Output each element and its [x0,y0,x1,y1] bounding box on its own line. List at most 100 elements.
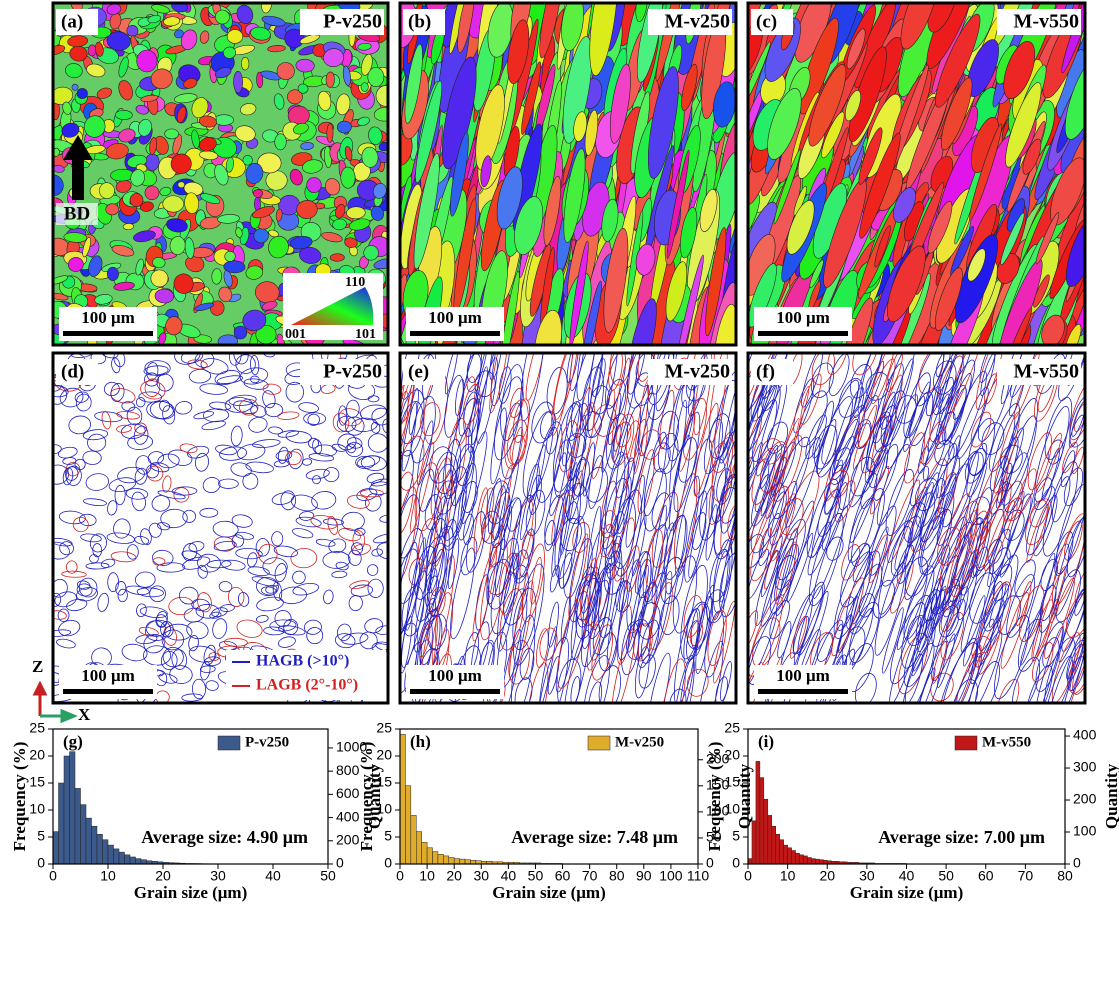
panel-label: (h) [410,732,431,751]
bar [449,858,454,864]
legend-text: M-v250 [615,734,664,750]
panel-name: M-v250 [664,361,730,383]
ipf-label: 110 [345,275,365,290]
bar [125,855,131,864]
scale-bar [410,689,500,694]
y-tick-label: 20 [29,747,45,763]
y-tick-label: 25 [29,720,45,736]
scale-bar [758,331,848,336]
grain [225,251,236,261]
y2-tick-label: 200 [1073,791,1097,807]
panel-label: (f) [756,361,775,382]
y2-tick-label: 300 [1073,759,1097,775]
grain [306,177,321,193]
x-tick-label: 0 [49,868,57,884]
bar [800,855,804,864]
y-tick-label: 0 [384,855,392,871]
bar [772,826,776,864]
y-tick-label: 5 [384,828,392,844]
grain [340,167,355,189]
scale-bar [63,689,153,694]
legend-text: M-v550 [982,734,1031,750]
panel-label: (c) [756,11,777,32]
x-tick-label: 70 [1018,868,1034,884]
x-tick-label: 30 [859,868,875,884]
x-tick-label: 50 [320,868,336,884]
grain [178,182,185,188]
bar [103,840,109,864]
y-tick-label: 5 [37,828,45,844]
ipf-label: 001 [285,327,306,342]
x-tick-label: 60 [555,868,571,884]
bar [86,818,92,864]
grain [326,72,335,88]
panel-label: (e) [408,361,429,382]
grain [72,84,79,91]
bar [411,815,416,864]
grain [241,57,249,70]
y-axis-title: Frequency (%) [705,742,724,852]
grain [123,223,134,230]
y-tick-label: 15 [724,774,740,790]
x-tick-label: 30 [473,868,489,884]
y-tick-label: 10 [29,801,45,817]
x-axis-title: Grain size (μm) [134,883,248,902]
panel-label: (a) [61,11,83,32]
x-axis-title: Grain size (μm) [492,883,606,902]
scale-bar [410,331,500,336]
scale-text: 100 μm [428,308,482,327]
y-tick-label: 15 [376,774,392,790]
bar [811,859,815,864]
x-tick-label: 60 [978,868,994,884]
x-axis-title: Grain size (μm) [850,883,964,902]
grain [165,129,179,139]
x-tick-label: 50 [938,868,954,884]
x-tick-label: 80 [1057,868,1073,884]
bar [422,842,427,864]
grain [361,82,369,91]
ipf-label: 101 [355,327,376,342]
panel-name: P-v250 [323,361,382,383]
grain [254,228,269,243]
z-label: Z [32,657,43,676]
scale-bar [63,331,153,336]
grain [145,154,159,171]
y-tick-label: 0 [37,855,45,871]
y-axis-title: Frequency (%) [10,742,29,852]
x-tick-label: 90 [636,868,652,884]
y-tick-label: 10 [724,801,740,817]
scale-text: 100 μm [81,308,135,327]
bar [70,752,76,864]
bar [136,859,142,864]
grain [233,71,242,93]
legend-swatch [588,736,610,750]
bar [792,851,796,865]
y2-tick-label: 100 [1073,823,1097,839]
bar [416,832,421,864]
bar [64,756,70,864]
grain [234,326,247,339]
scale-text: 100 μm [776,308,830,327]
x-tick-label: 10 [100,868,116,884]
x-tick-label: 0 [744,868,752,884]
scale-text: 100 μm [776,666,830,685]
panel-label: (b) [408,11,431,32]
legend-text: HAGB (>10°) [256,653,349,670]
x-tick-label: 20 [819,868,835,884]
x-tick-label: 40 [501,868,517,884]
bar [114,849,120,864]
grain [115,110,132,120]
scale-text: 100 μm [428,666,482,685]
bar [119,852,125,864]
bar [752,821,756,864]
panel-name: M-v550 [1013,361,1079,383]
legend-swatch [218,736,240,750]
bar [92,826,98,864]
annotation: Average size: 4.90 μm [141,827,308,847]
grain [253,189,263,197]
bar [796,853,800,864]
grain [227,29,243,43]
y-tick-label: 25 [376,720,392,736]
bar [756,761,760,864]
